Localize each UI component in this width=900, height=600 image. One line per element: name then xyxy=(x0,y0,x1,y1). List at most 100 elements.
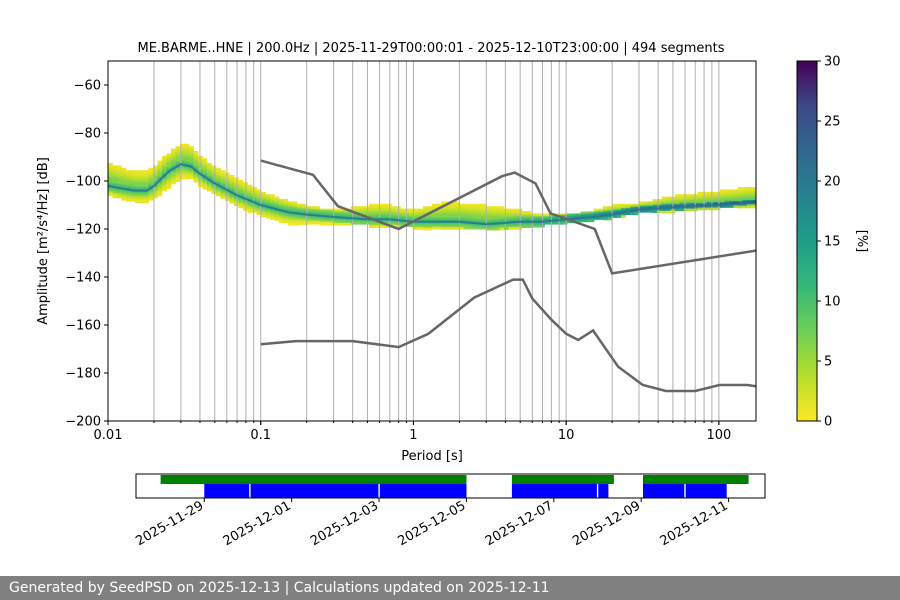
heatmap-cell xyxy=(225,198,230,202)
heatmap-cell xyxy=(157,180,163,184)
heatmap-cell xyxy=(234,183,239,186)
heatmap-cell xyxy=(661,202,667,205)
heatmap-cell xyxy=(225,181,230,184)
heatmap-cell xyxy=(261,196,266,199)
heatmap-cell xyxy=(666,208,671,211)
heatmap-cell xyxy=(369,213,374,217)
heatmap-cell xyxy=(531,223,536,227)
availability-segment xyxy=(160,475,467,484)
heatmap-cell xyxy=(180,168,185,171)
heatmap-cell xyxy=(171,170,176,173)
heatmap-cell xyxy=(661,203,667,207)
heatmap-cell xyxy=(724,200,730,204)
heatmap-cell xyxy=(715,199,721,202)
heatmap-cell xyxy=(715,204,721,208)
heatmap-cell xyxy=(508,208,514,212)
heatmap-cell xyxy=(238,187,244,190)
heatmap-cell xyxy=(148,180,154,184)
heatmap-cell xyxy=(337,211,343,215)
heatmap-cell xyxy=(382,209,388,213)
heatmap-cell xyxy=(126,171,131,175)
heatmap-cell xyxy=(252,207,257,210)
heatmap-cell xyxy=(652,210,658,214)
heatmap-cell xyxy=(252,210,257,213)
heatmap-cell xyxy=(328,212,334,216)
heatmap-cell xyxy=(679,197,685,200)
heatmap-cell xyxy=(121,180,127,184)
heatmap-cell xyxy=(477,221,482,224)
y-tick-label: −140 xyxy=(65,271,101,286)
heatmap-cell xyxy=(531,214,536,218)
heatmap-cell xyxy=(454,227,460,230)
heatmap-cell xyxy=(409,210,415,213)
heatmap-cell xyxy=(499,206,505,209)
heatmap-cell xyxy=(711,206,716,209)
heatmap-cell xyxy=(355,222,361,225)
heatmap-cell xyxy=(715,201,721,205)
heatmap-cell xyxy=(342,212,347,216)
heatmap-cell xyxy=(135,173,140,176)
heatmap-cell xyxy=(580,218,586,221)
heatmap-cell xyxy=(324,220,329,223)
heatmap-cell xyxy=(148,183,154,187)
heatmap-cell xyxy=(666,198,671,201)
heatmap-cell xyxy=(319,217,325,220)
heatmap-cell xyxy=(171,177,176,180)
heatmap-cell xyxy=(279,200,284,203)
heatmap-cell xyxy=(175,170,181,174)
heatmap-cell xyxy=(679,200,685,203)
heatmap-cell xyxy=(580,219,586,223)
heatmap-cell xyxy=(526,212,532,215)
heatmap-cell xyxy=(328,208,334,212)
heatmap-cell xyxy=(112,179,118,183)
heatmap-cell xyxy=(166,177,172,181)
heatmap-cell xyxy=(283,200,289,203)
heatmap-cell xyxy=(598,212,604,216)
heatmap-cell xyxy=(337,218,343,222)
heatmap-cell xyxy=(400,214,406,217)
heatmap-cell xyxy=(157,169,163,172)
heatmap-cell xyxy=(333,212,338,216)
heatmap-cell xyxy=(454,218,460,222)
heatmap-cell xyxy=(202,185,208,189)
heatmap-cell xyxy=(162,183,167,186)
heatmap-cell xyxy=(112,169,118,173)
heatmap-cell xyxy=(463,211,469,214)
heatmap-cell xyxy=(378,205,383,208)
heatmap-cell xyxy=(639,201,644,204)
heatmap-cell xyxy=(742,189,748,193)
heatmap-cell xyxy=(477,219,482,223)
heatmap-cell xyxy=(724,196,730,200)
timeline-tick-label: 2025-11-29 xyxy=(133,498,206,549)
heatmap-cell xyxy=(216,189,221,192)
heatmap-cell xyxy=(378,225,383,228)
heatmap-cell xyxy=(468,209,473,213)
heatmap-cell xyxy=(238,201,244,204)
heatmap-cell xyxy=(175,146,181,149)
heatmap-cell xyxy=(441,218,446,222)
heatmap-cell xyxy=(679,202,685,206)
heatmap-cell xyxy=(742,187,748,190)
heatmap-cell xyxy=(454,214,460,217)
heatmap-cell xyxy=(189,160,194,164)
heatmap-cell xyxy=(666,211,671,214)
heatmap-cell xyxy=(135,177,140,180)
heatmap-cell xyxy=(270,215,275,219)
heatmap-cell xyxy=(463,208,469,211)
heatmap-cell xyxy=(153,178,158,181)
heatmap-cell xyxy=(180,169,185,173)
heatmap-cell xyxy=(706,200,712,203)
heatmap-cell xyxy=(360,222,365,225)
heatmap-cell xyxy=(382,216,388,220)
heatmap-cell xyxy=(306,217,311,221)
heatmap-cell xyxy=(175,163,181,167)
heatmap-cell xyxy=(706,199,712,202)
heatmap-cell xyxy=(382,215,388,218)
heatmap-cell xyxy=(468,222,473,226)
heatmap-cell xyxy=(436,225,442,228)
heatmap-cell xyxy=(423,223,428,227)
heatmap-cell xyxy=(382,219,388,223)
heatmap-cell xyxy=(486,212,491,215)
heatmap-cell xyxy=(495,217,500,221)
heatmap-cell xyxy=(166,166,172,169)
